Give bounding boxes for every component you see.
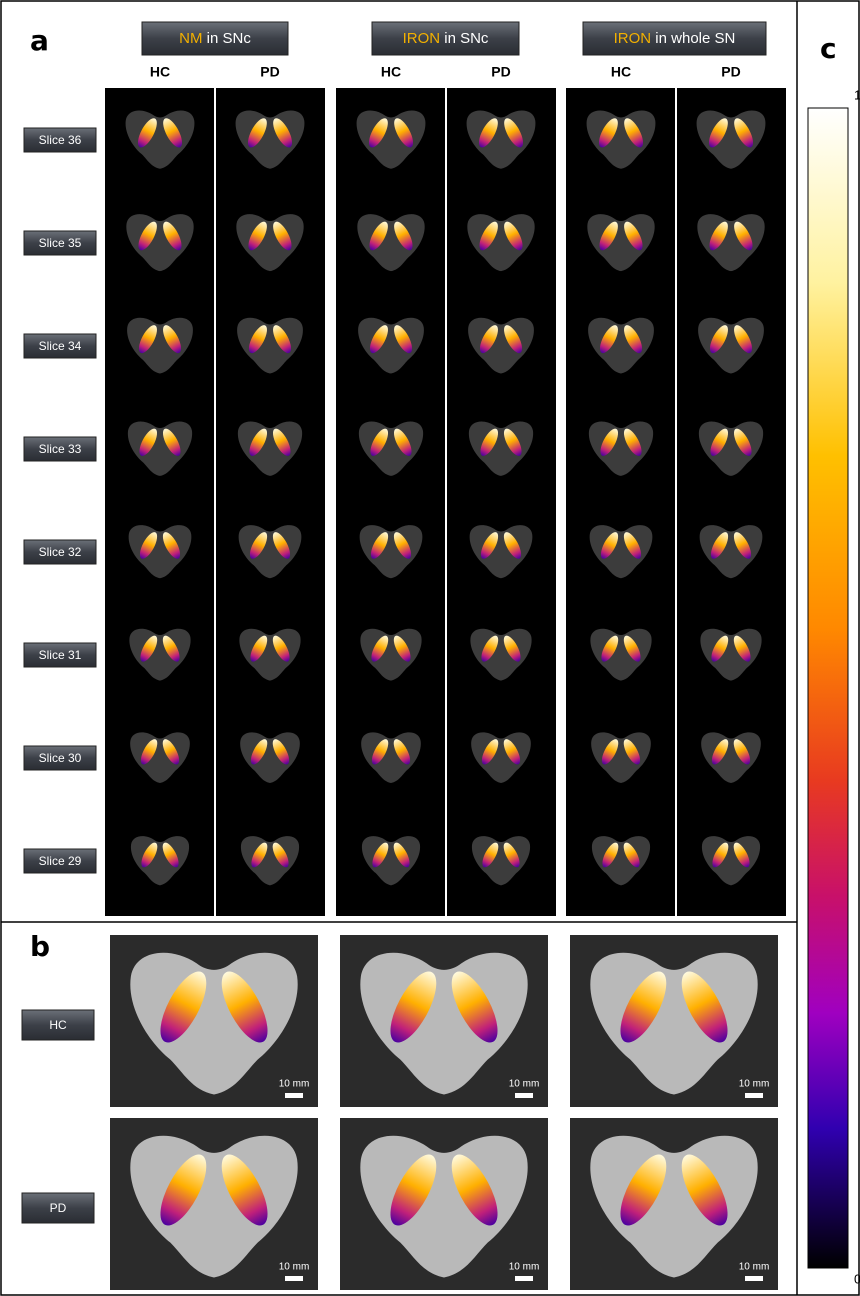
panel-label: c bbox=[820, 32, 837, 65]
subheader: PD bbox=[491, 64, 510, 80]
title-rest: in SNc bbox=[202, 30, 251, 47]
column-title: IRON in SNc bbox=[403, 30, 489, 47]
button-label: Slice 29 bbox=[39, 854, 82, 868]
colorbar-max: 1 bbox=[854, 87, 860, 102]
column-title: IRON in whole SN bbox=[614, 30, 736, 47]
scale-bar bbox=[745, 1276, 763, 1281]
button-label: Slice 31 bbox=[39, 648, 82, 662]
scale-bar bbox=[745, 1093, 763, 1098]
subheader: PD bbox=[721, 64, 740, 80]
colorbar-min: 0 bbox=[854, 1271, 860, 1286]
colorbar bbox=[808, 108, 848, 1268]
scale-label: 10 mm bbox=[739, 1079, 770, 1090]
scale-bar bbox=[515, 1093, 533, 1098]
scale-bar bbox=[515, 1276, 533, 1281]
button-label: Slice 30 bbox=[39, 751, 82, 765]
scale-label: 10 mm bbox=[279, 1079, 310, 1090]
button-label: Slice 34 bbox=[39, 339, 82, 353]
subheader: HC bbox=[150, 64, 170, 80]
subheader: PD bbox=[260, 64, 279, 80]
button-label: HC bbox=[49, 1018, 67, 1032]
title-highlight: NM bbox=[179, 30, 202, 47]
title-highlight: IRON bbox=[403, 30, 441, 47]
title-highlight: IRON bbox=[614, 30, 652, 47]
panel-label: a bbox=[30, 24, 49, 57]
button-label: Slice 36 bbox=[39, 133, 82, 147]
title-rest: in whole SN bbox=[651, 30, 735, 47]
column-title: NM in SNc bbox=[179, 30, 251, 47]
button-label: Slice 33 bbox=[39, 442, 82, 456]
button-label: Slice 35 bbox=[39, 236, 82, 250]
panel-label: b bbox=[30, 930, 50, 963]
scale-label: 10 mm bbox=[509, 1262, 540, 1273]
scale-label: 10 mm bbox=[279, 1262, 310, 1273]
title-rest: in SNc bbox=[440, 30, 489, 47]
figure: a b c 1 0 NM in SNc HC PD IRON in SNc HC PD IR… bbox=[0, 0, 860, 1296]
button-label: Slice 32 bbox=[39, 545, 82, 559]
subheader: HC bbox=[611, 64, 631, 80]
button-label: PD bbox=[50, 1201, 67, 1215]
scale-label: 10 mm bbox=[509, 1079, 540, 1090]
scale-label: 10 mm bbox=[739, 1262, 770, 1273]
subheader: HC bbox=[381, 64, 401, 80]
scale-bar bbox=[285, 1093, 303, 1098]
scale-bar bbox=[285, 1276, 303, 1281]
